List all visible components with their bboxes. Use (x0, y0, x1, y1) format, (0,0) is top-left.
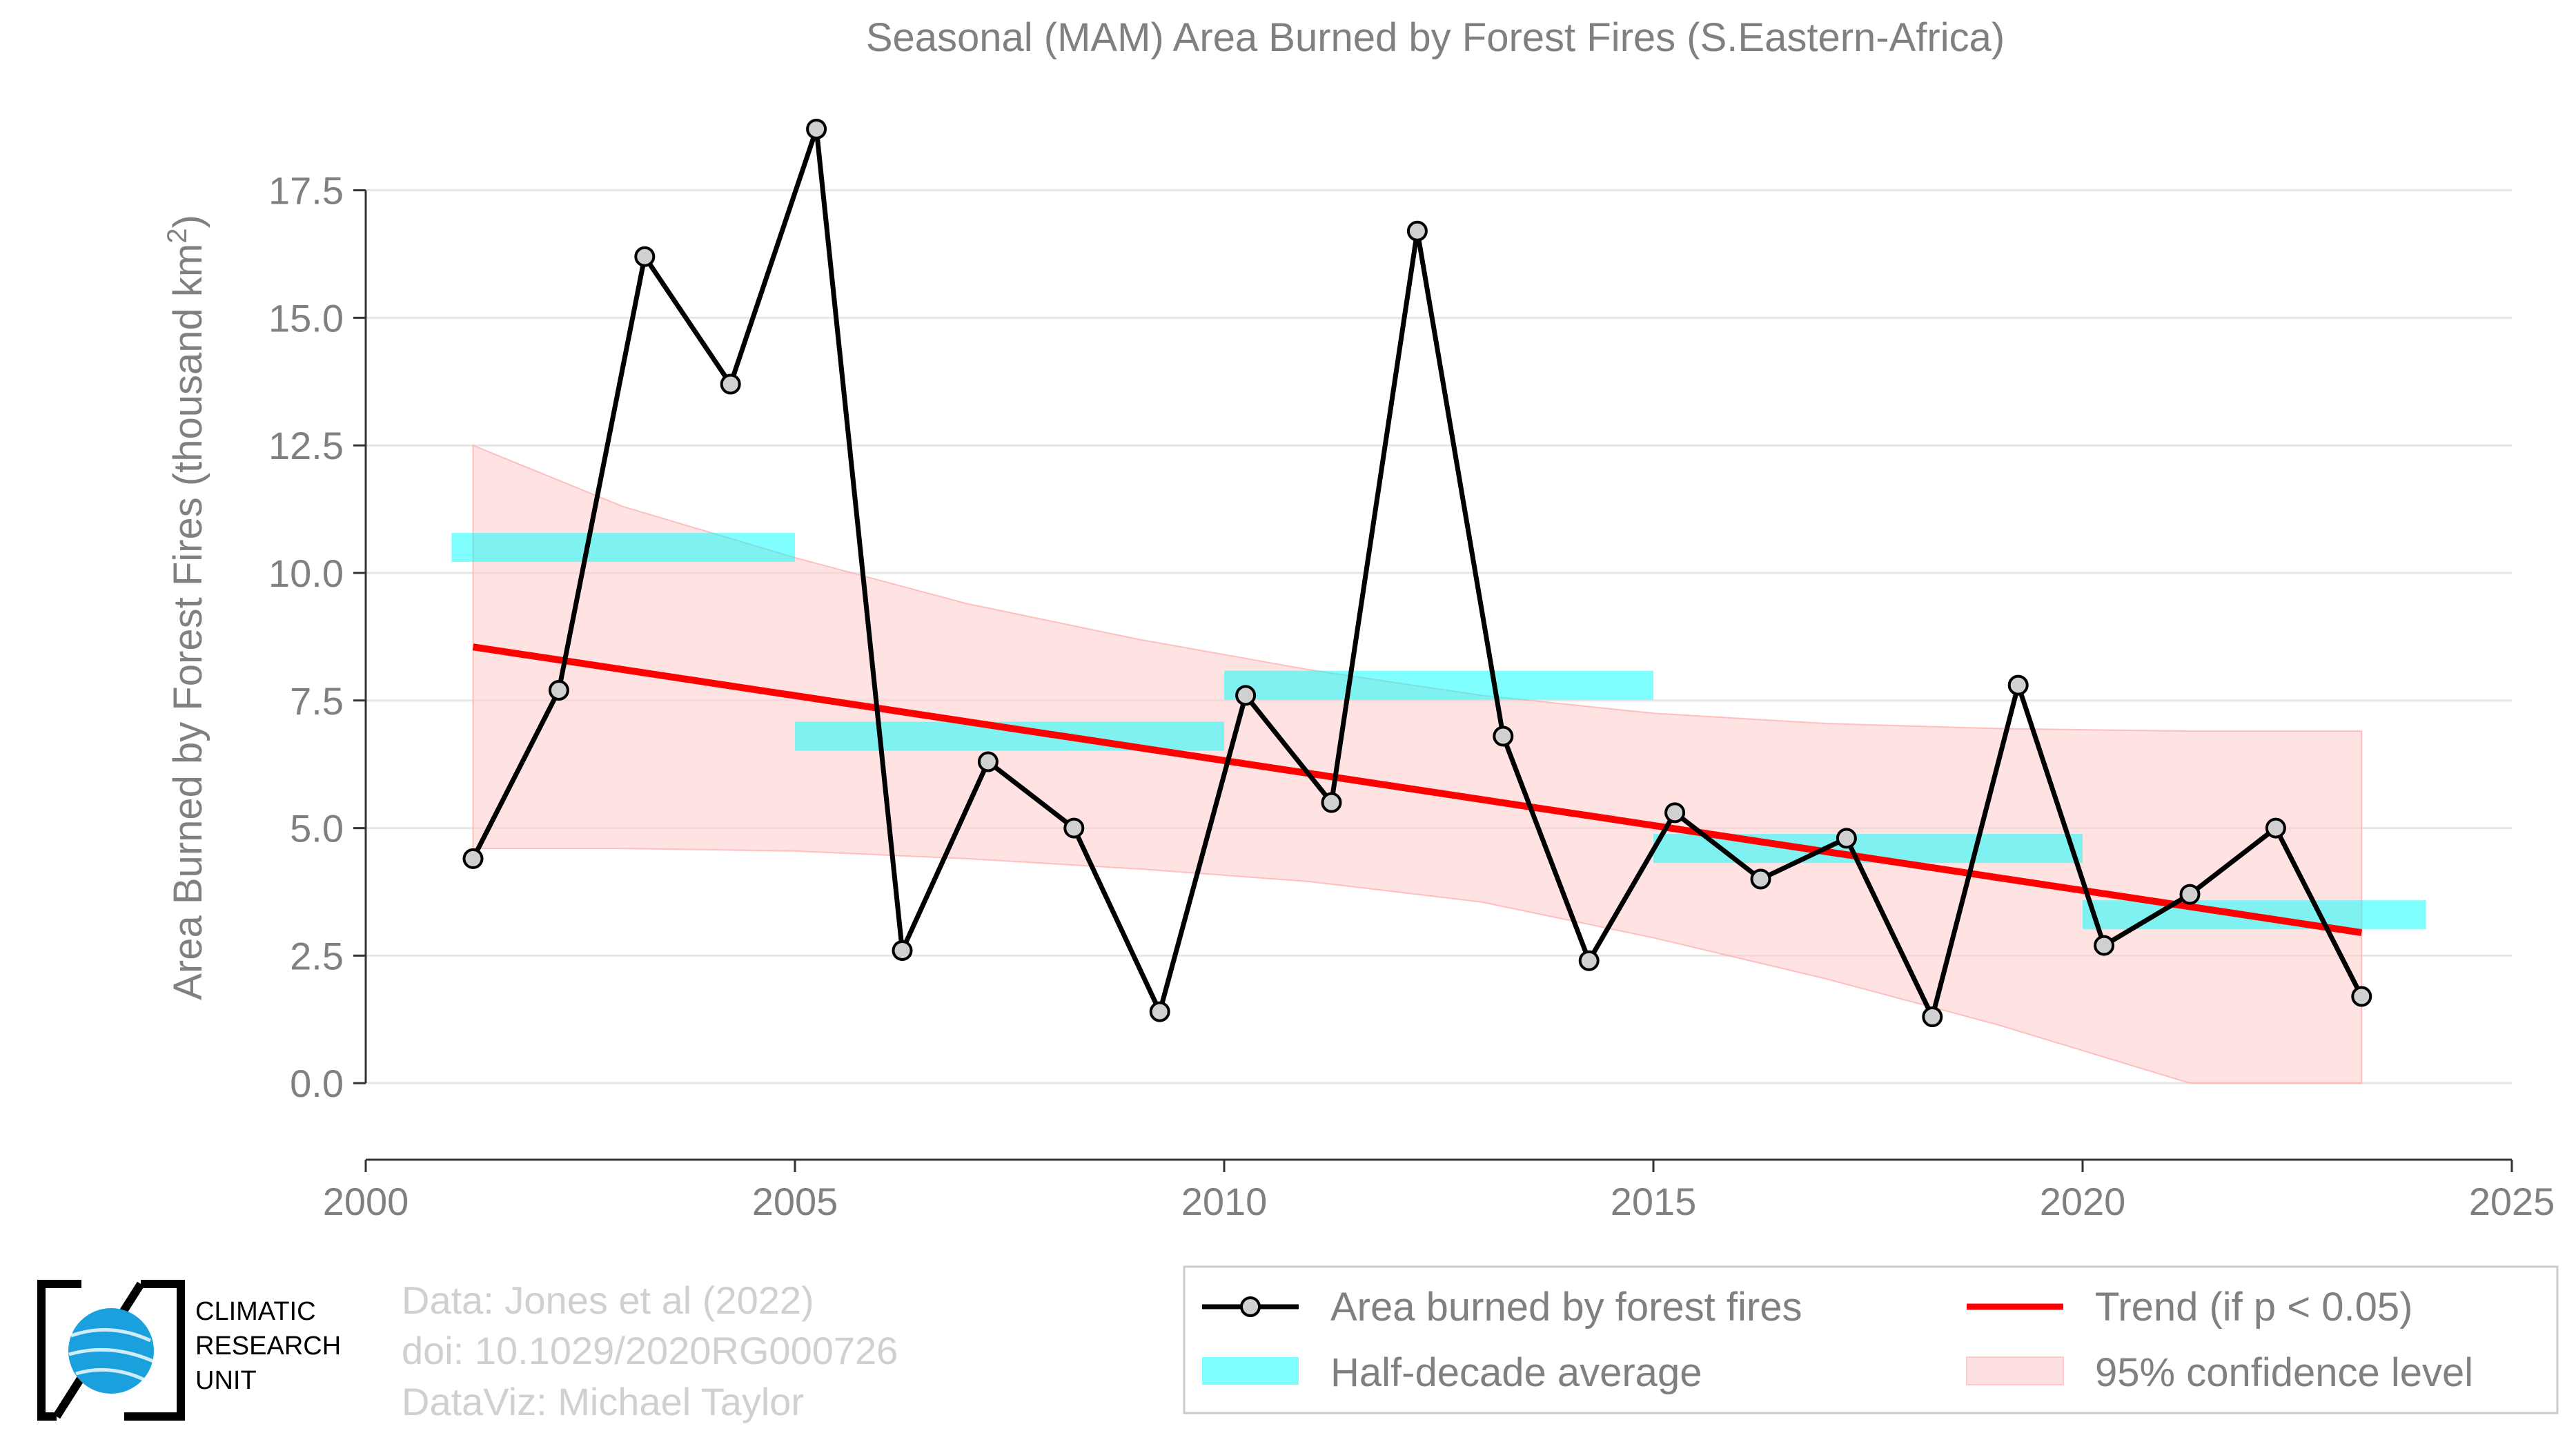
credit-data: Data: Jones et al (2022) (402, 1278, 814, 1322)
data-point-10 (1321, 792, 1342, 813)
axes: 0.0 2.5 5.0 7.5 10.0 12.5 15.0 17.5 2000 2005 2010… (268, 169, 2555, 1223)
data-point-4 (806, 118, 827, 139)
data-point-18 (2007, 674, 2029, 696)
legend: Area burned by forest fires Half-decade … (1183, 1265, 2559, 1414)
data-point-1 (548, 680, 569, 701)
legend-box (1183, 1265, 2559, 1414)
data-point-20 (2179, 884, 2201, 905)
legend-avg-swatch (1202, 1357, 1299, 1385)
data-point-8 (1149, 1001, 1170, 1022)
logo-line-1: CLIMATIC (195, 1297, 316, 1326)
data-point-6 (977, 751, 999, 772)
data-point-5 (892, 939, 913, 961)
y-axis-label-main: Area Burned by Forest Fires (thousand km (166, 244, 210, 1000)
legend-label-ci: 95% confidence level (2095, 1350, 2473, 1395)
cru-logo: CLIMATIC RESEARCH UNIT (37, 1280, 341, 1421)
data-point-3 (720, 373, 741, 395)
data-point-2 (634, 246, 656, 267)
y-axis-label-superscript: 2 (162, 228, 193, 244)
data-point-21 (2265, 817, 2286, 839)
data-point-17 (1922, 1006, 1943, 1028)
credit-doi: doi: 10.1029/2020RG000726 (402, 1329, 898, 1372)
globe-lines-icon (68, 1327, 154, 1383)
logo-line-2: RESEARCH (195, 1332, 341, 1361)
legend-marker-swatch (1240, 1296, 1261, 1317)
x-tick-label-1: 2005 (752, 1180, 838, 1223)
x-tick-label-4: 2020 (2040, 1180, 2126, 1223)
y-axis-label-end: ) (166, 215, 210, 228)
trend-line-group (472, 643, 2363, 937)
credit-dataviz: DataViz: Michael Taylor (402, 1380, 804, 1423)
legend-label-half-decade: Half-decade average (1330, 1350, 1702, 1395)
y-tick-label-5: 12.5 (268, 424, 344, 467)
legend-label-area-burned: Area burned by forest fires (1330, 1285, 1802, 1330)
logo-bracket-left (37, 1280, 81, 1421)
y-tick-label-0: 0.0 (290, 1062, 344, 1105)
y-tick-label-2: 5.0 (290, 807, 344, 850)
y-tick-label-7: 17.5 (268, 169, 344, 213)
x-tick-label-2: 2010 (1181, 1180, 1268, 1223)
data-point-16 (1836, 828, 1857, 849)
y-tick-label-1: 2.5 (290, 934, 344, 977)
x-tick-label-3: 2015 (1611, 1180, 1697, 1223)
data-point-0 (462, 848, 484, 869)
data-point-19 (2094, 935, 2115, 956)
data-point-7 (1063, 817, 1085, 839)
legend-label-trend: Trend (if p < 0.05) (2095, 1285, 2412, 1330)
half-decade-bar-0 (451, 533, 795, 563)
data-point-13 (1578, 950, 1600, 971)
x-tick-label-5: 2025 (2469, 1180, 2555, 1223)
y-axis-label: Area Burned by Forest Fires (thousand km… (162, 215, 210, 1000)
data-point-22 (2351, 986, 2372, 1007)
data-point-9 (1235, 685, 1257, 706)
data-point-15 (1750, 868, 1771, 890)
logo-line-3: UNIT (195, 1366, 257, 1395)
y-tick-label-6: 15.0 (268, 296, 344, 340)
credits: Data: Jones et al (2022) doi: 10.1029/20… (402, 1278, 898, 1423)
half-decade-bar-2 (1224, 670, 1653, 700)
series-area-burned (462, 118, 2372, 1028)
legend-ci-swatch (1966, 1356, 2064, 1385)
data-point-11 (1406, 220, 1428, 242)
trend-line (472, 643, 2363, 937)
chart-title: Seasonal (MAM) Area Burned by Forest Fir… (866, 15, 2005, 60)
x-tick-label-0: 2000 (323, 1180, 409, 1223)
data-point-12 (1493, 726, 1514, 747)
logo-bracket-right (124, 1280, 185, 1421)
y-tick-label-3: 7.5 (290, 679, 344, 723)
data-point-14 (1664, 802, 1686, 824)
y-tick-label-4: 10.0 (268, 552, 344, 595)
